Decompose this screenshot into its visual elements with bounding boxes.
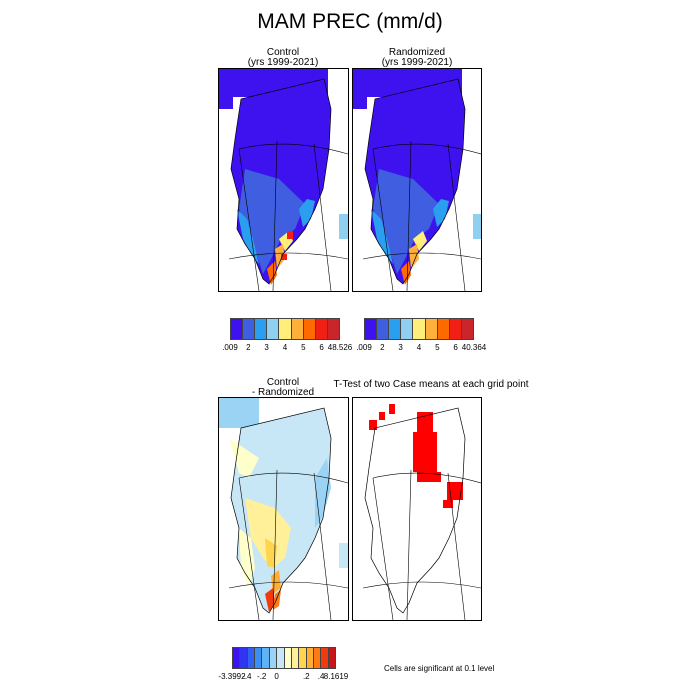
difference-colorbar-label: 0 [274, 672, 279, 681]
control-colorbar-swatch [303, 319, 316, 339]
randomized-colorbar-label: 4 [416, 343, 422, 352]
difference-panel-title: Control - Randomized [218, 378, 348, 398]
ttest-title: T-Test of two Case means at each grid po… [333, 379, 529, 390]
randomized-colorbar-swatch [461, 319, 474, 339]
control-colorbar-label: 6 [319, 343, 324, 352]
difference-map [218, 397, 349, 621]
control-colorbar-label: 3 [264, 343, 269, 352]
randomized-colorbar-swatch [364, 319, 378, 339]
control-subtitle: (yrs 1999-2021) [247, 57, 319, 68]
randomized-colorbar-label: .009 [356, 343, 372, 352]
control-colorbar-swatch [291, 319, 304, 339]
randomized-map-svg [353, 69, 481, 291]
control-map-svg [219, 69, 348, 291]
difference-title: Control [266, 377, 300, 388]
control-colorbar-label: 5 [301, 343, 306, 352]
difference-colorbar-label: -3.3992 [218, 672, 246, 681]
control-colorbar-swatch [255, 319, 268, 339]
control-colorbar: .009 2 3 4 5 6 48.526 [222, 318, 352, 355]
control-colorbar-label: 48.526 [327, 343, 353, 352]
control-colorbar-swatch [267, 319, 280, 339]
difference-colorbar-swatch [284, 648, 292, 668]
difference-colorbar-label: .2 [302, 672, 310, 681]
control-colorbar-swatch [230, 319, 244, 339]
randomized-map [352, 68, 482, 292]
difference-colorbar-swatch [247, 648, 256, 668]
randomized-subtitle: (yrs 1999-2021) [381, 57, 453, 68]
difference-colorbar-label: -.4 [242, 672, 252, 681]
difference-colorbar-swatch [240, 648, 248, 668]
ttest-map [352, 397, 482, 621]
control-colorbar-swatch [243, 319, 256, 339]
randomized-colorbar: .009 2 3 4 5 6 40.364 [356, 318, 486, 355]
difference-colorbar-label: -.2 [257, 672, 267, 681]
randomized-colorbar-swatch [449, 319, 462, 339]
significance-note: Cells are significant at 0.1 level [384, 664, 495, 673]
control-graticule [228, 140, 348, 291]
difference-colorbar-swatch [291, 648, 300, 668]
randomized-colorbar-swatch [389, 319, 402, 339]
randomized-colorbar-label: 2 [380, 343, 385, 352]
control-colorbar-label: .009 [222, 343, 238, 352]
randomized-colorbar-label: 40.364 [461, 343, 487, 352]
difference-colorbar-swatch [299, 648, 307, 668]
difference-subtitle: - Randomized [251, 387, 315, 398]
control-colorbar-label: 4 [282, 343, 288, 352]
randomized-colorbar-label: 6 [453, 343, 458, 352]
difference-colorbar-swatch [255, 648, 263, 668]
randomized-colorbar-swatch [377, 319, 390, 339]
difference-colorbar-label: 8.1619 [323, 672, 349, 681]
control-colorbar-swatch [327, 319, 340, 339]
difference-colorbar-swatch [328, 648, 337, 668]
control-colorbar-swatch [279, 319, 292, 339]
control-map [218, 68, 349, 292]
ttest-significant-cells [369, 404, 463, 508]
control-colorbar-swatch [315, 319, 328, 339]
difference-colorbar-swatch [269, 648, 278, 668]
randomized-colorbar-label: 3 [398, 343, 403, 352]
randomized-colorbar-swatch [437, 319, 450, 339]
randomized-colorbar-label: 5 [435, 343, 440, 352]
randomized-colorbar-swatch [401, 319, 414, 339]
difference-colorbar-swatch [277, 648, 285, 668]
control-title: Control [266, 47, 300, 58]
difference-colorbar-swatch [262, 648, 270, 668]
randomized-colorbar-swatch [425, 319, 438, 339]
difference-colorbar-swatch [306, 648, 314, 668]
figure-title: MAM PREC (mm/d) [257, 10, 443, 33]
control-colorbar-label: 2 [246, 343, 251, 352]
difference-colorbar-label: .4 [317, 672, 325, 681]
randomized-title: Randomized [388, 47, 446, 58]
randomized-panel-title: Randomized (yrs 1999-2021) [352, 48, 482, 68]
difference-colorbar-swatch [313, 648, 322, 668]
difference-colorbar: -3.3992 -.4 -.2 0 .2 .4 8.1619 [218, 647, 348, 684]
control-panel-title: Control (yrs 1999-2021) [218, 48, 348, 68]
difference-colorbar-swatch [232, 648, 241, 668]
randomized-colorbar-swatch [413, 319, 426, 339]
difference-colorbar-swatch [321, 648, 329, 668]
control-ice-sheet [231, 79, 348, 285]
